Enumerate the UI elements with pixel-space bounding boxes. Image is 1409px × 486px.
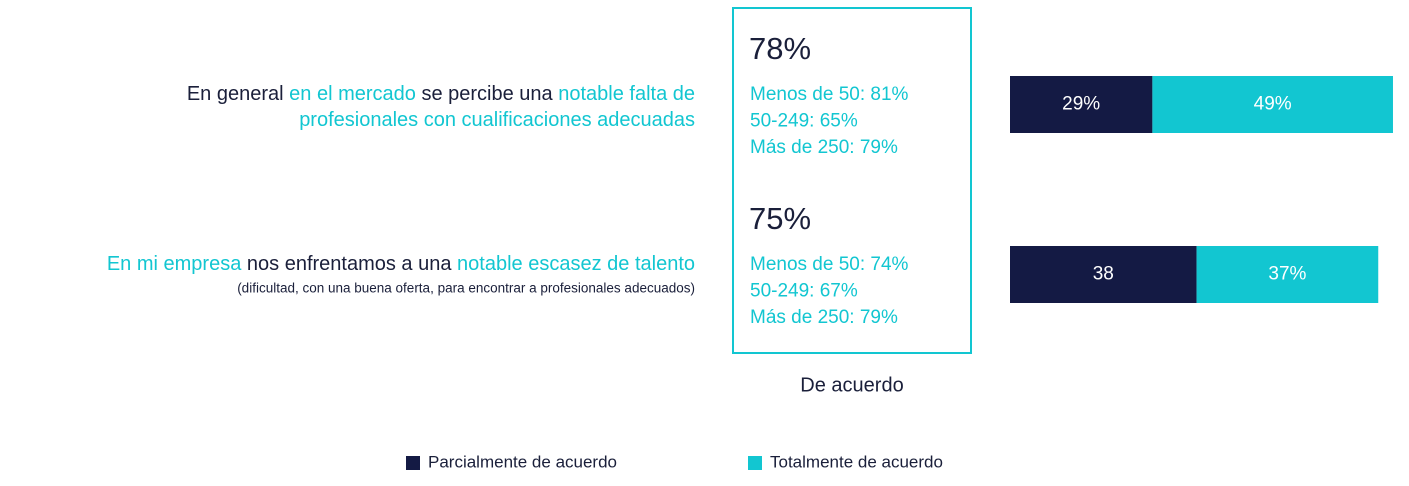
summary-breakdown: Menos de 50: 81% [750, 84, 909, 105]
bar-segment [1010, 246, 1197, 303]
summary-breakdown: Más de 250: 79% [750, 307, 898, 328]
summary-total: 78% [749, 31, 811, 66]
label-segment: notable falta de [558, 83, 695, 105]
label-segment: En mi empresa [107, 253, 242, 275]
legend-swatch [406, 456, 420, 470]
category-label: En mi empresa nos enfrentamos a una nota… [107, 253, 695, 275]
bar-segment [1010, 76, 1153, 133]
bar-value-label: 29% [1062, 94, 1100, 115]
summary-breakdown: 50-249: 65% [750, 111, 858, 132]
label-segment: se percibe una [416, 83, 558, 105]
summary-breakdown: Más de 250: 79% [750, 137, 898, 158]
category-label: profesionales con cualificaciones adecua… [299, 109, 695, 131]
label-segment: profesionales con cualificaciones adecua… [299, 109, 695, 131]
legend-label: Parcialmente de acuerdo [428, 452, 617, 471]
label-segment: notable escasez de talento [457, 253, 695, 275]
summary-box [732, 7, 972, 354]
category-note: (dificultad, con una buena oferta, para … [237, 281, 695, 296]
legend-swatch [748, 456, 762, 470]
summary-breakdown: 50-249: 67% [750, 281, 858, 302]
bar-value-label: 38 [1093, 264, 1114, 285]
bar-value-label: 49% [1254, 94, 1292, 115]
bar-segment [1196, 246, 1379, 303]
summary-total: 75% [749, 201, 811, 236]
bar-value-label: 37% [1268, 264, 1306, 285]
category-label: En general en el mercado se percibe una … [187, 83, 695, 105]
summary-caption: De acuerdo [800, 374, 903, 396]
summary-breakdown: Menos de 50: 74% [750, 254, 909, 275]
label-segment: nos enfrentamos a una [241, 253, 457, 275]
bar-segment [1152, 76, 1393, 133]
label-segment: en el mercado [289, 83, 416, 105]
legend-label: Totalmente de acuerdo [770, 452, 943, 471]
label-segment: En general [187, 83, 289, 105]
